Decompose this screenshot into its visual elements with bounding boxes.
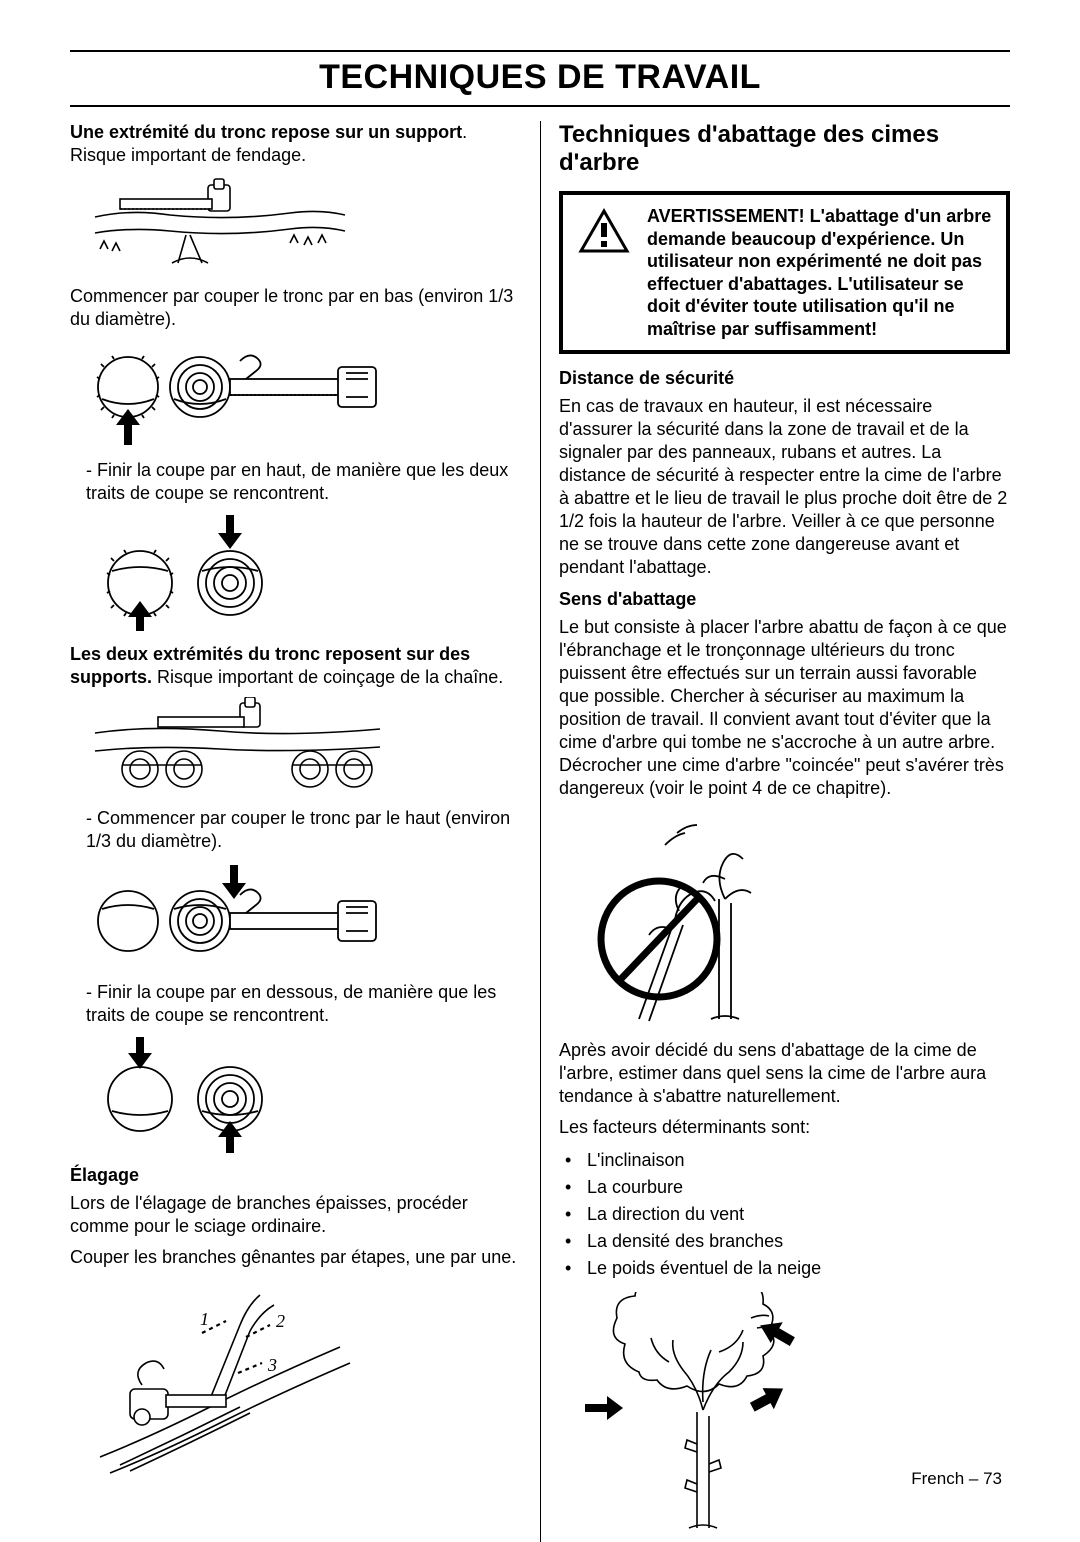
figure-log-one-support xyxy=(90,175,522,275)
factor-item: La courbure xyxy=(559,1174,1010,1201)
figure-meet-cuts-2 xyxy=(90,1035,522,1155)
figure-tree-arrows xyxy=(579,1292,1010,1532)
dist-head: Distance de sécurité xyxy=(559,368,1010,389)
factors-list: L'inclinaison La courbure La direction d… xyxy=(559,1147,1010,1282)
elagage-head: Élagage xyxy=(70,1165,522,1186)
warning-box: AVERTISSEMENT! L'abattage d'un arbre dem… xyxy=(559,191,1010,354)
dist-p: En cas de travaux en hauteur, il est néc… xyxy=(559,395,1010,579)
sens-p1: Le but consiste à placer l'arbre abattu … xyxy=(559,616,1010,800)
left-p5: - Commencer par couper le tronc par le h… xyxy=(70,807,522,853)
left-p1-bold: Une extrémité du tronc repose sur un sup… xyxy=(70,122,462,142)
sens-p2: Après avoir décidé du sens d'abattage de… xyxy=(559,1039,1010,1108)
elagage-p1: Lors de l'élagage de branches épaisses, … xyxy=(70,1192,522,1238)
figure-prohibition-tree xyxy=(579,809,1010,1029)
left-p2: Commencer par couper le tronc par en bas… xyxy=(70,285,522,331)
figure-log-two-supports xyxy=(90,697,522,797)
warning-text: AVERTISSEMENT! L'abattage d'un arbre dem… xyxy=(647,205,994,340)
figure-limbing: 1 2 3 xyxy=(90,1277,522,1477)
figure-meet-cuts-1 xyxy=(90,513,522,633)
factor-item: La densité des branches xyxy=(559,1228,1010,1255)
footer: French – 73 xyxy=(911,1469,1002,1489)
factor-item: Le poids éventuel de la neige xyxy=(559,1255,1010,1282)
figure-cut-from-above xyxy=(90,861,522,971)
footer-num: 73 xyxy=(983,1469,1002,1488)
left-p1: Une extrémité du tronc repose sur un sup… xyxy=(70,121,522,167)
label-2: 2 xyxy=(276,1311,285,1331)
figure-cut-from-below xyxy=(90,339,522,449)
rule-bottom xyxy=(70,105,1010,107)
left-p3: - Finir la coupe par en haut, de manière… xyxy=(70,459,522,505)
page-title: TECHNIQUES DE TRAVAIL xyxy=(70,58,1010,97)
left-p4: Les deux extrémités du tronc reposent su… xyxy=(70,643,522,689)
rule-top xyxy=(70,50,1010,52)
factor-item: L'inclinaison xyxy=(559,1147,1010,1174)
footer-lang: French xyxy=(911,1469,964,1488)
warning-icon xyxy=(575,205,633,340)
sens-head: Sens d'abattage xyxy=(559,589,1010,610)
factor-item: La direction du vent xyxy=(559,1201,1010,1228)
right-column: Techniques d'abattage des cimes d'arbre … xyxy=(540,121,1010,1542)
label-1: 1 xyxy=(200,1309,209,1329)
left-p6: - Finir la coupe par en dessous, de mani… xyxy=(70,981,522,1027)
left-p4-rest: Risque important de coinçage de la chaîn… xyxy=(152,667,503,687)
label-3: 3 xyxy=(267,1355,277,1375)
right-h2: Techniques d'abattage des cimes d'arbre xyxy=(559,121,1010,177)
left-column: Une extrémité du tronc repose sur un sup… xyxy=(70,121,540,1542)
factors-intro: Les facteurs déterminants sont: xyxy=(559,1116,1010,1139)
elagage-p2: Couper les branches gênantes par étapes,… xyxy=(70,1246,522,1269)
page: TECHNIQUES DE TRAVAIL Une extrémité du t… xyxy=(0,0,1080,1529)
columns: Une extrémité du tronc repose sur un sup… xyxy=(70,121,1010,1542)
footer-sep: – xyxy=(964,1469,983,1488)
